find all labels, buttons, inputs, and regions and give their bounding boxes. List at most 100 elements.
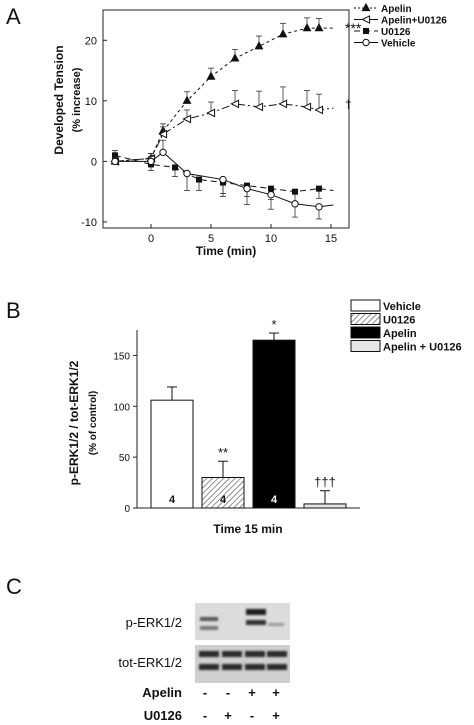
band-tot-erk-lane2-upper bbox=[222, 651, 242, 657]
series-line bbox=[114, 27, 334, 162]
data-point bbox=[316, 185, 322, 192]
data-point bbox=[206, 108, 216, 118]
data-point bbox=[278, 29, 288, 38]
legend-label: Vehicle bbox=[383, 301, 421, 313]
data-point bbox=[196, 176, 202, 183]
data-point bbox=[291, 200, 299, 208]
mark-u0126-lane3: - bbox=[250, 708, 254, 723]
y-tick-label: 0 bbox=[91, 156, 97, 168]
band-p-erk-lane1-lower bbox=[200, 626, 218, 630]
band-p-erk-lane3-lower bbox=[246, 620, 266, 625]
data-point bbox=[159, 148, 167, 157]
mark-apelin-lane4: + bbox=[272, 685, 280, 700]
legend-label: Vehicle bbox=[381, 39, 416, 50]
y-axis-label-line2: (% increase) bbox=[71, 67, 83, 132]
y-tick-label: -10 bbox=[81, 217, 97, 229]
data-point bbox=[158, 129, 168, 139]
legend-swatch bbox=[350, 313, 381, 325]
plot-frame bbox=[102, 9, 350, 229]
data-point bbox=[182, 95, 192, 104]
panel-b-label: B bbox=[6, 298, 21, 323]
series-apelin-u0126: † bbox=[110, 86, 352, 166]
western-blot-panel-c: p-ERK1/2 tot-ERK1/2 Apelin U0126 - - + + - + -… bbox=[118, 603, 290, 723]
y-tick-label: 150 bbox=[113, 351, 130, 362]
data-point bbox=[254, 41, 264, 50]
data-point bbox=[243, 184, 251, 193]
legend-label: U0126 bbox=[383, 315, 415, 327]
band-tot-erk-lane2-lower bbox=[222, 664, 242, 670]
legend-swatch bbox=[350, 299, 381, 312]
legend-label: Apelin bbox=[383, 328, 417, 340]
data-point bbox=[112, 152, 118, 159]
data-point bbox=[219, 175, 227, 184]
series-line bbox=[114, 103, 334, 162]
legend-marker bbox=[362, 38, 370, 47]
data-point bbox=[183, 169, 191, 178]
y-tick-label: 20 bbox=[85, 35, 97, 47]
legend-marker bbox=[361, 15, 371, 24]
n-label: 4 bbox=[220, 494, 227, 506]
y-tick-label: 100 bbox=[113, 402, 130, 413]
data-point bbox=[230, 53, 240, 62]
x-tick-label: 5 bbox=[208, 233, 214, 245]
data-point bbox=[278, 99, 288, 109]
mark-apelin-lane1: - bbox=[203, 685, 207, 700]
x-tick-label: 10 bbox=[265, 233, 277, 245]
n-label: 4 bbox=[271, 494, 278, 506]
condition-label-u0126: U0126 bbox=[144, 708, 182, 723]
bar-vehicle bbox=[150, 399, 194, 509]
legend-marker bbox=[361, 2, 371, 12]
blot-p-erk-background bbox=[195, 603, 290, 640]
legend-label: Apelin+U0126 bbox=[381, 16, 447, 27]
x-tick-label: 15 bbox=[325, 233, 337, 245]
blot-row-label-p-erk: p-ERK1/2 bbox=[126, 615, 182, 630]
data-point bbox=[206, 71, 216, 80]
legend-label: U0126 bbox=[381, 27, 411, 38]
data-point bbox=[314, 23, 324, 32]
legend-swatch bbox=[350, 340, 381, 352]
band-tot-erk-lane4-upper bbox=[267, 651, 287, 657]
mark-apelin-lane2: - bbox=[226, 685, 230, 700]
mark-apelin-lane3: + bbox=[248, 685, 256, 700]
data-point bbox=[315, 203, 323, 211]
bar-apelin-u0126 bbox=[303, 503, 347, 509]
data-point bbox=[267, 190, 275, 199]
data-point bbox=[254, 102, 264, 112]
series-vehicle bbox=[111, 139, 334, 220]
band-tot-erk-lane3-upper bbox=[245, 651, 265, 657]
legend-label: Apelin + U0126 bbox=[383, 342, 462, 354]
band-p-erk-lane1-upper bbox=[200, 617, 218, 621]
mark-u0126-lane4: + bbox=[272, 708, 280, 723]
band-tot-erk-lane1-upper bbox=[199, 651, 219, 657]
y-axis-label-line1: p-ERK1/2 / tot-ERK1/2 bbox=[67, 360, 81, 485]
significance-label: * bbox=[271, 317, 276, 332]
series-line bbox=[115, 151, 334, 208]
y-tick-label: 50 bbox=[119, 453, 131, 464]
condition-label-apelin: Apelin bbox=[142, 685, 182, 700]
y-axis-label-line1: Developed Tension bbox=[52, 45, 66, 154]
data-point bbox=[302, 23, 312, 32]
bar-apelin bbox=[252, 339, 296, 509]
mark-u0126-lane2: + bbox=[224, 708, 232, 723]
y-tick-label: 10 bbox=[85, 96, 97, 108]
x-axis-label: Time (min) bbox=[196, 244, 256, 258]
data-point bbox=[302, 102, 312, 112]
y-tick-label: 0 bbox=[124, 504, 130, 515]
n-label: 4 bbox=[169, 494, 176, 506]
y-axis-label-line2: (% of control) bbox=[88, 391, 99, 455]
data-point bbox=[172, 164, 178, 171]
band-p-erk-lane3-upper bbox=[246, 609, 266, 615]
blot-row-label-tot-erk: tot-ERK1/2 bbox=[118, 655, 182, 670]
band-p-erk-lane4-lower bbox=[268, 623, 284, 626]
bar-u0126 bbox=[201, 476, 245, 509]
data-point bbox=[268, 185, 274, 192]
mark-u0126-lane1: - bbox=[203, 708, 207, 723]
data-point bbox=[147, 157, 155, 166]
data-point bbox=[292, 188, 298, 195]
band-tot-erk-lane4-lower bbox=[267, 664, 287, 670]
legend-swatch bbox=[350, 326, 381, 339]
significance-label: ** bbox=[218, 445, 228, 460]
